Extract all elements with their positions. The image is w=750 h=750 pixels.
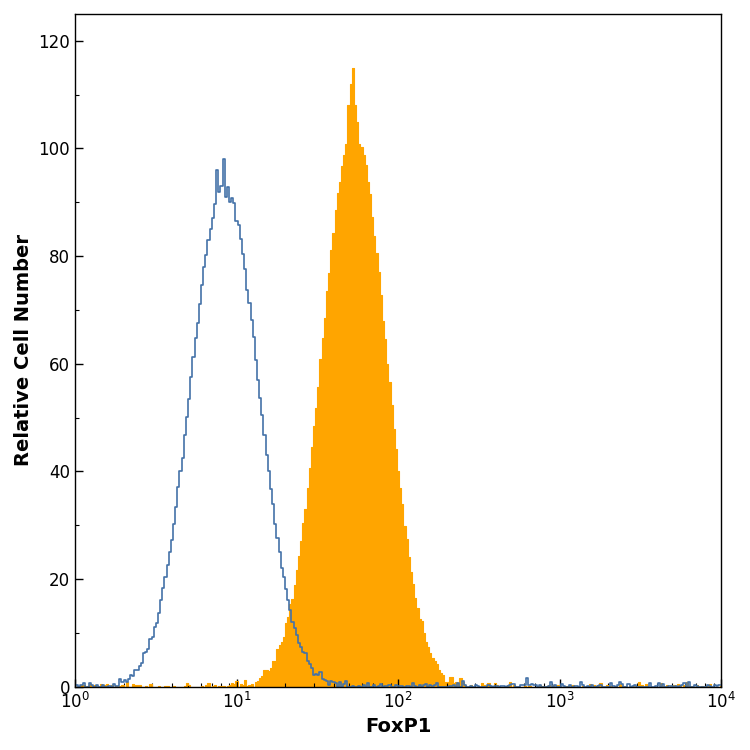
Y-axis label: Relative Cell Number: Relative Cell Number <box>14 234 33 466</box>
X-axis label: FoxP1: FoxP1 <box>365 717 431 736</box>
